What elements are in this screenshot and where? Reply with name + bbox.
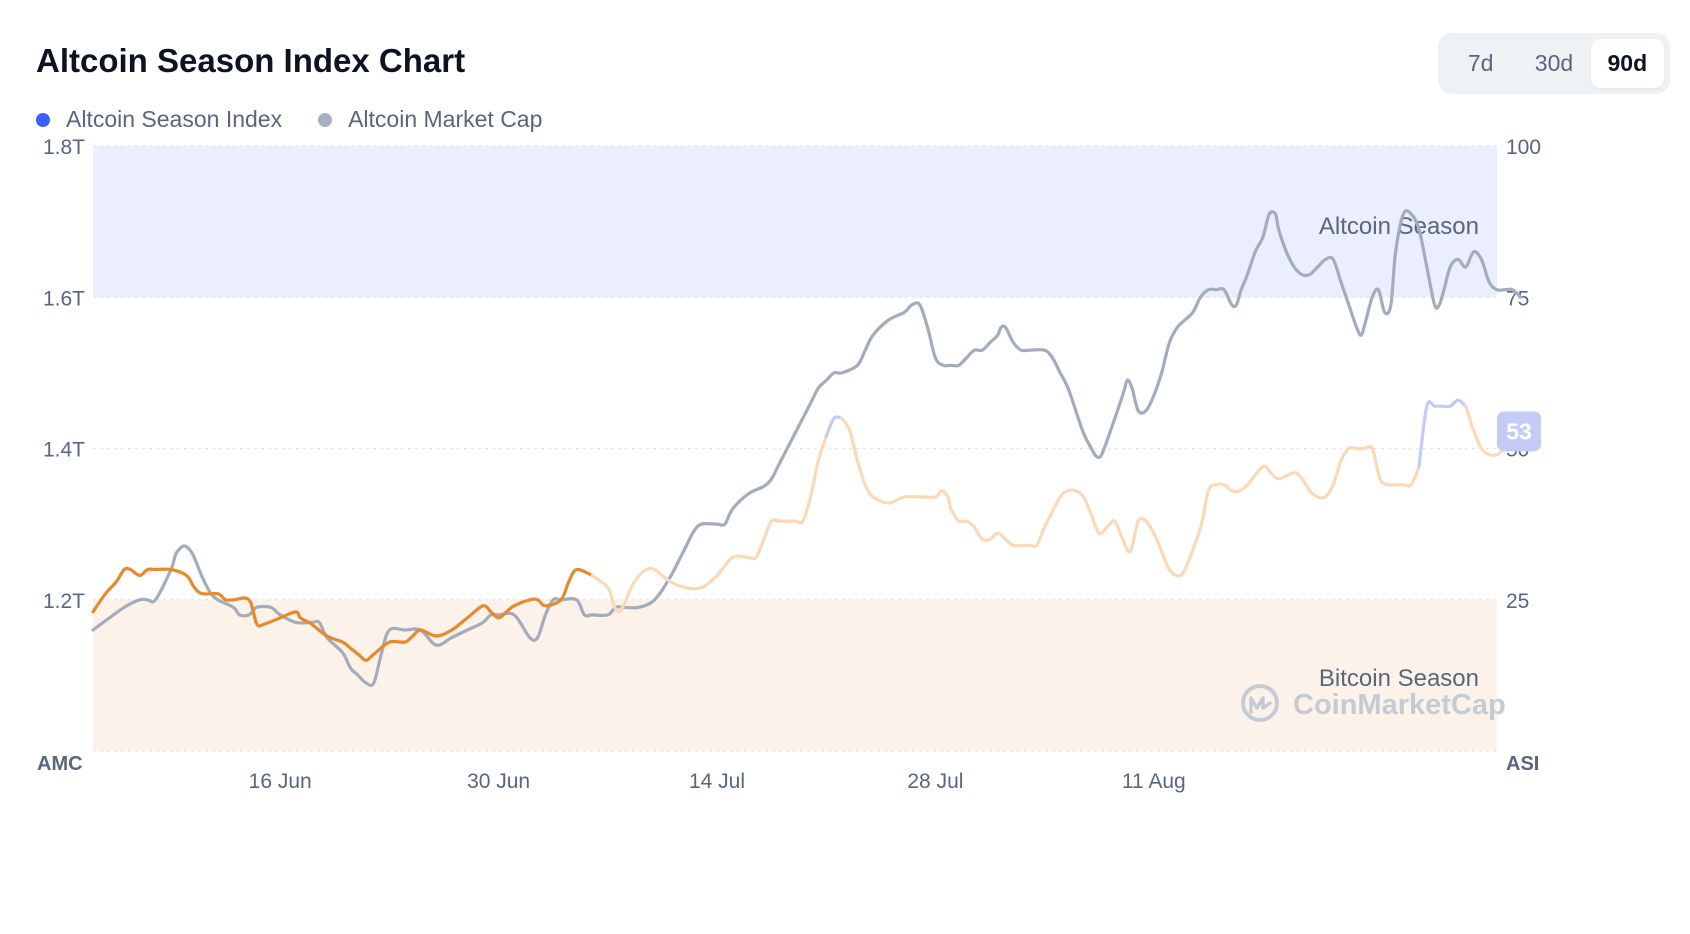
market-cap-series-line	[91, 209, 1522, 688]
left-tick-label: 1.8T	[43, 136, 85, 159]
x-tick-label: 16 Jun	[249, 770, 312, 793]
season-index-segment	[91, 566, 594, 662]
x-tick-label: 14 Jul	[689, 770, 745, 793]
legend-item-altcoin-market-cap[interactable]: Altcoin Market Cap	[318, 106, 542, 133]
right-tick-label: 75	[1506, 287, 1529, 310]
altcoin-season-zone	[93, 146, 1497, 298]
right-axis-label: ASI	[1506, 753, 1539, 775]
left-tick-label: 1.4T	[43, 439, 85, 462]
right-tick-label: 100	[1506, 136, 1541, 159]
x-tick-label: 30 Jun	[467, 770, 530, 793]
gridlines	[93, 145, 1497, 752]
season-index-segment	[840, 416, 1421, 578]
right-tick-label: 25	[1506, 590, 1529, 613]
bitcoin-season-zone	[93, 599, 1497, 751]
right-axis-ticks: 100755025	[1506, 136, 1541, 613]
chart-legend: Altcoin Season Index Altcoin Market Cap	[36, 106, 542, 133]
legend-label-market-cap: Altcoin Market Cap	[348, 106, 543, 132]
season-index-segment	[1417, 398, 1468, 469]
left-axis-ticks: 1.8T 1.6T 1.4T 1.2T	[43, 136, 85, 613]
logo-ring	[1241, 684, 1279, 722]
legend-dot-index	[36, 112, 50, 127]
watermark-text: CoinMarketCap	[1293, 689, 1506, 721]
coinmarketcap-watermark: CoinMarketCap	[1241, 684, 1506, 722]
season-index-segment	[590, 434, 828, 614]
tab-30d[interactable]: 30d	[1534, 50, 1574, 76]
x-tick-label: 11 Aug	[1122, 770, 1186, 793]
coinmarketcap-logo-icon	[1241, 684, 1279, 722]
x-axis-ticks: 16 Jun 30 Jun 14 Jul 28 Jul 11 Aug	[249, 770, 1186, 793]
current-value-badge: 53	[1497, 411, 1541, 452]
legend-dot-market-cap	[318, 112, 333, 127]
current-value-badge-bg	[1497, 411, 1541, 452]
season-index-series-line	[91, 398, 1538, 662]
current-value-text: 53	[1506, 418, 1532, 444]
left-tick-label: 1.2T	[43, 590, 85, 613]
logo-mark	[1249, 696, 1272, 714]
x-tick-label: 28 Jul	[907, 770, 963, 793]
tab-90d[interactable]: 90d	[1590, 39, 1664, 88]
time-range-selector: 7d 30d 90d	[1438, 33, 1670, 94]
tab-7d[interactable]: 7d	[1467, 50, 1494, 76]
bitcoin-season-label: Bitcoin Season	[1319, 665, 1479, 692]
legend-label-index: Altcoin Season Index	[66, 106, 283, 132]
season-index-segment	[824, 415, 844, 438]
left-axis-label: AMC	[37, 753, 83, 775]
legend-item-altcoin-season-index[interactable]: Altcoin Season Index	[36, 106, 282, 133]
page-title: Altcoin Season Index Chart	[36, 42, 466, 79]
left-tick-label: 1.6T	[43, 287, 85, 310]
